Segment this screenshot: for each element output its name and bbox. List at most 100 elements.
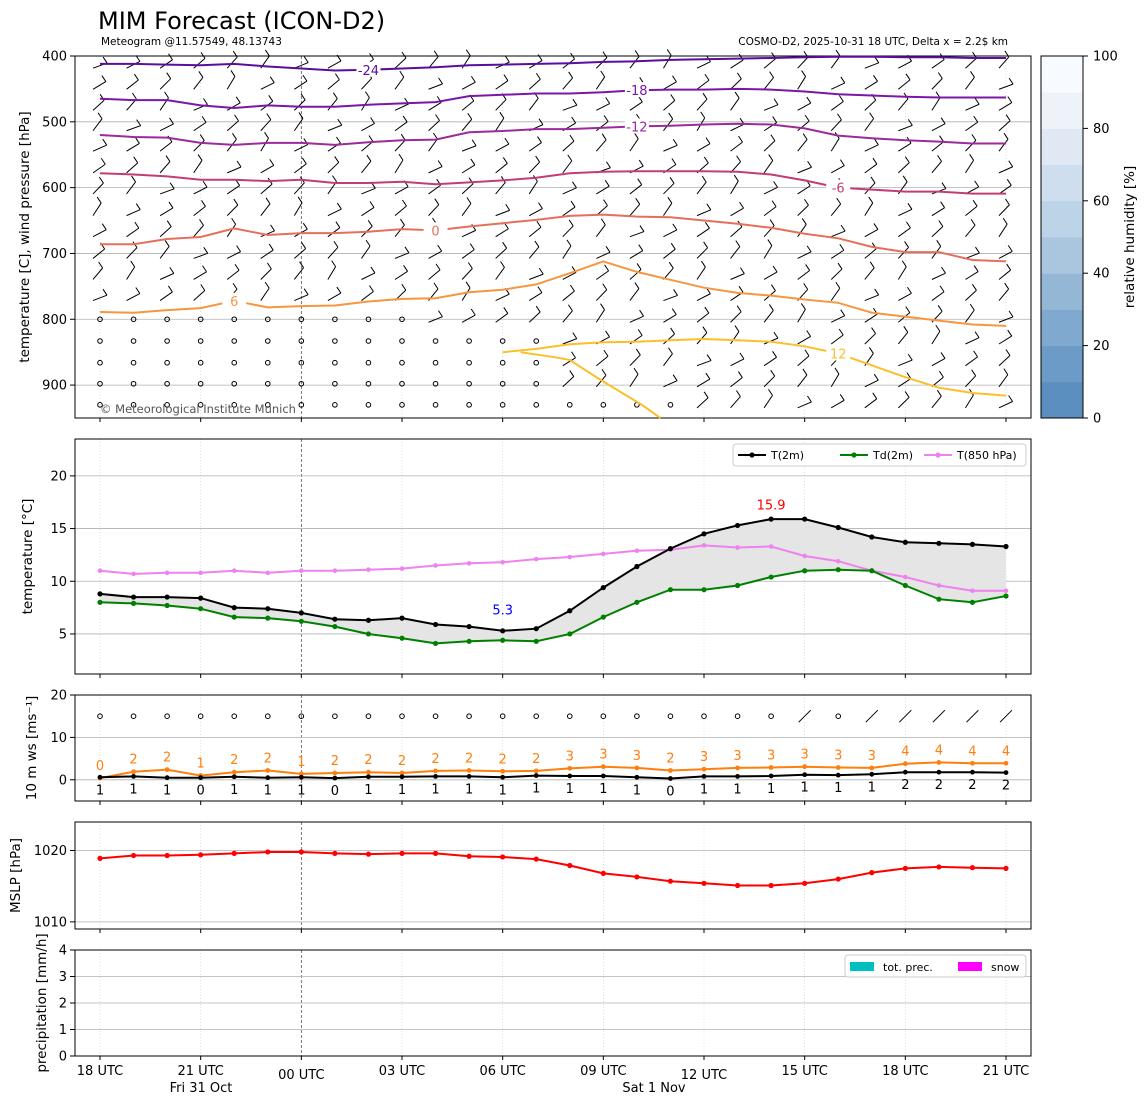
wind-barb-flag	[974, 180, 980, 188]
gust-value-label: 2	[532, 752, 540, 767]
wind-barb-flag	[568, 71, 574, 79]
wind-barb-flag	[535, 155, 541, 163]
mslp-point	[768, 882, 774, 889]
extreme-annotation: 5.3	[492, 604, 513, 619]
wind-barb-flag	[706, 354, 712, 361]
wind-barb-flag	[535, 72, 541, 80]
subtitle-model: COSMO-D2, 2025-10-31 18 UTC, Delta x = 2…	[738, 36, 1008, 48]
wind-barb-flag	[264, 49, 270, 57]
gust-value-label: 4	[901, 745, 909, 760]
mslp-point	[231, 850, 237, 856]
t2m-point	[399, 615, 405, 621]
wind-barb	[428, 204, 440, 216]
wind-barb-flag	[703, 391, 709, 399]
t850-point	[164, 570, 170, 576]
wind-barb	[562, 77, 573, 90]
wind-barb	[763, 375, 776, 388]
wind-barb	[361, 160, 372, 174]
wind-barb-flag	[773, 98, 779, 105]
wind-barb-flag	[102, 288, 108, 296]
wind-barb-flag	[332, 175, 337, 182]
wind-barb	[797, 355, 810, 367]
t2m-point	[500, 628, 506, 634]
wind-barb-flag	[570, 284, 575, 292]
wind-barb	[394, 159, 404, 174]
wind-barb-flag	[235, 96, 241, 104]
wind-barb	[730, 273, 745, 280]
t850-point	[198, 570, 203, 576]
wind-barb	[898, 124, 913, 132]
wind-barb	[629, 203, 641, 216]
wind-barb	[92, 163, 106, 174]
y-tick-label: 0	[59, 1050, 67, 1065]
wind-barb	[998, 184, 1012, 195]
legend-box	[732, 443, 1027, 467]
wind-barb-flag	[773, 331, 779, 339]
wind-barb	[663, 353, 673, 367]
td2m-point	[835, 567, 841, 573]
calm-wind-circle	[298, 713, 305, 720]
wind-value-label: 1	[801, 781, 809, 796]
wind-barb	[696, 61, 711, 69]
mean-wind-point	[902, 769, 908, 775]
mslp-point	[365, 851, 372, 857]
mslp-point	[936, 864, 942, 870]
wind-barb-flag	[600, 303, 605, 310]
wind-barb	[931, 226, 944, 238]
wind-barb-flag	[936, 389, 942, 397]
wind-barb-flag	[199, 219, 204, 226]
wind-barb-flag	[232, 50, 238, 58]
wind-barb-flag	[767, 239, 773, 246]
wind-barb	[461, 81, 476, 90]
wind-barb	[730, 59, 744, 69]
wind-barb-flag	[236, 160, 242, 168]
wind-barb	[361, 272, 376, 280]
wind-barb-flag	[199, 134, 205, 141]
wind-barb	[361, 245, 371, 259]
wind-barb-flag	[1008, 77, 1014, 85]
gust-value-label: 3	[633, 749, 641, 764]
wind-barb	[897, 397, 910, 409]
wind-barb-flag	[438, 77, 443, 85]
wind-barb-flag	[336, 202, 342, 210]
wind-barb	[864, 248, 877, 259]
y-tick-label: 1010	[34, 915, 67, 930]
t2m-point	[533, 626, 539, 632]
wind-barb	[830, 55, 841, 69]
wind-barb	[428, 184, 441, 195]
wind-barb-flag	[874, 56, 880, 64]
wind-barb	[965, 121, 979, 132]
wind-barb-flag	[638, 244, 644, 251]
temperature-panel: 5 10 15 20 temperature [°C] 15.9 5.3 T(2m) Td(2m…	[20, 438, 1032, 678]
wind-barb-flag	[537, 286, 543, 293]
calm-wind-circle	[499, 338, 506, 344]
wind-value-label: 1	[868, 780, 876, 795]
wind-barb	[864, 398, 878, 409]
wind-barb-flag	[840, 76, 846, 84]
wind-barb-flag	[202, 180, 208, 188]
wind-barb	[830, 399, 845, 409]
wind-barb	[461, 229, 476, 238]
mean-wind-point	[399, 774, 405, 780]
wind-barb	[193, 206, 206, 217]
wind-barb	[864, 379, 879, 388]
wind-barb-flag	[970, 71, 975, 78]
wind-barb	[495, 293, 510, 302]
gust-value-label: 2	[398, 754, 406, 769]
gust-value-label: 3	[566, 749, 574, 764]
wind-barb-flag	[738, 285, 744, 293]
dewpoint-spread-area	[100, 519, 1006, 644]
mslp-point	[802, 880, 808, 886]
colorbar-tick-label: 60	[1093, 194, 1110, 209]
isotherm-label-bg	[222, 292, 247, 308]
wind-barb-flag	[1008, 310, 1014, 318]
calm-wind-circle	[399, 316, 405, 323]
calm-wind-circle	[533, 402, 540, 408]
wind-barb-flag	[402, 115, 408, 123]
wind-barb	[193, 57, 206, 69]
wind-barb-flag	[668, 261, 674, 269]
mslp-point	[902, 865, 908, 871]
y-tick-label: 10	[50, 731, 67, 746]
t850-point	[131, 571, 136, 577]
wind-barb-flag	[705, 222, 710, 229]
